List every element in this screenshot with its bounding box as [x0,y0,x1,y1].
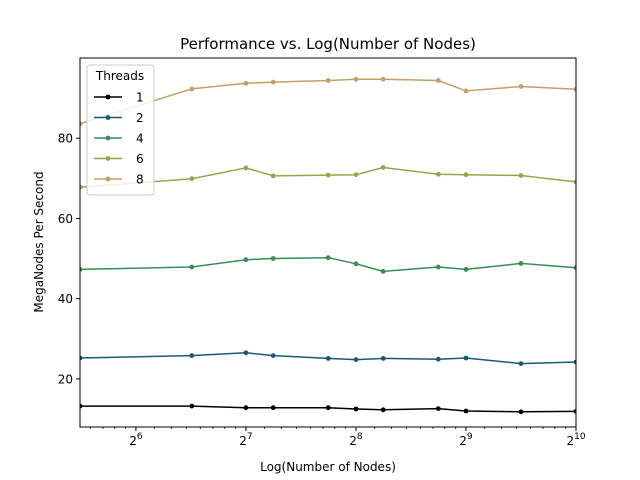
data-point-6-6 [380,165,386,170]
data-point-8-3 [270,79,276,85]
data-point-6-1 [189,176,195,182]
legend-marker-8 [105,176,111,182]
data-point-2-2 [243,350,249,356]
data-point-2-9 [518,361,524,366]
data-point-6-0 [80,184,83,190]
data-point-4-1 [189,264,195,270]
x-tick-label-128: 27 [239,432,252,448]
data-point-4-10 [573,265,576,271]
data-point-4-4 [325,255,331,261]
legend-label-8: 8 [136,173,144,187]
legend-marker-6 [105,156,111,161]
x-tick-label-256: 28 [349,432,363,448]
data-point-8-4 [325,78,331,83]
legend-marker-4 [105,135,111,141]
data-point-4-9 [518,261,524,266]
legend-label-6: 6 [136,152,144,166]
data-point-6-10 [573,179,576,185]
data-point-6-3 [270,173,276,179]
data-point-6-9 [518,173,524,178]
x-axis: 26 27 28 29 210 [89,427,586,448]
legend-label-2: 2 [136,111,144,125]
data-point-4-8 [463,267,469,272]
data-point-8-5 [353,76,359,82]
data-point-2-7 [435,356,441,362]
x-tick-label-512: 29 [459,432,473,448]
data-point-6-7 [435,171,441,177]
data-point-6-4 [325,172,331,178]
data-point-8-9 [518,84,524,89]
data-point-6-5 [353,172,359,178]
data-point-2-3 [270,353,276,358]
y-axis-label: MegaNodes Per Second [32,171,46,312]
chart-title: Performance vs. Log(Number of Nodes) [180,35,476,53]
data-point-8-1 [189,86,195,92]
series-layer [80,76,576,415]
data-point-1-7 [435,406,441,411]
data-point-2-6 [380,356,386,361]
data-point-1-2 [243,405,249,411]
data-point-8-2 [243,80,249,86]
data-point-2-0 [80,355,83,361]
y-tick-label-20: 20 [58,372,73,386]
x-tick-label-1024: 210 [566,432,585,448]
data-point-2-10 [573,359,576,365]
legend-box [86,64,155,196]
legend-label-4: 4 [136,132,144,146]
y-tick-label-40: 40 [58,292,73,306]
data-point-2-1 [189,353,195,358]
data-point-4-3 [270,256,276,261]
data-point-1-3 [270,405,276,411]
data-point-4-2 [243,257,249,263]
plot-frame [79,57,577,428]
legend-marker-1 [105,94,111,100]
legend-marker-2 [105,115,111,120]
y-axis: 20 40 60 80 [58,132,80,386]
data-point-1-6 [380,407,386,413]
legend: Threads 1 2 4 6 8 [86,64,155,196]
legend-title: Threads [95,69,144,83]
data-point-8-7 [435,78,441,83]
x-tick-label-64: 26 [129,432,143,448]
data-point-8-0 [80,121,83,127]
y-tick-label-60: 60 [58,212,73,226]
data-point-1-10 [573,409,576,414]
data-point-1-1 [189,403,195,409]
data-point-1-4 [325,405,331,411]
data-point-8-8 [463,88,469,94]
data-point-8-10 [573,86,576,92]
x-axis-label: Log(Number of Nodes) [260,460,396,474]
data-point-2-8 [463,355,469,361]
data-point-1-9 [518,409,524,415]
data-point-4-6 [380,269,386,274]
data-point-4-7 [435,264,441,270]
legend-label-1: 1 [136,91,144,105]
data-point-1-5 [353,406,359,412]
y-tick-label-80: 80 [58,132,73,146]
data-point-6-8 [463,172,469,178]
data-point-1-8 [463,408,469,414]
data-point-2-5 [353,357,359,362]
data-point-4-5 [353,261,359,267]
data-point-4-0 [80,267,83,272]
data-point-6-2 [243,165,249,171]
data-point-8-6 [380,76,386,82]
data-point-2-4 [325,356,331,361]
data-point-1-0 [80,403,83,409]
